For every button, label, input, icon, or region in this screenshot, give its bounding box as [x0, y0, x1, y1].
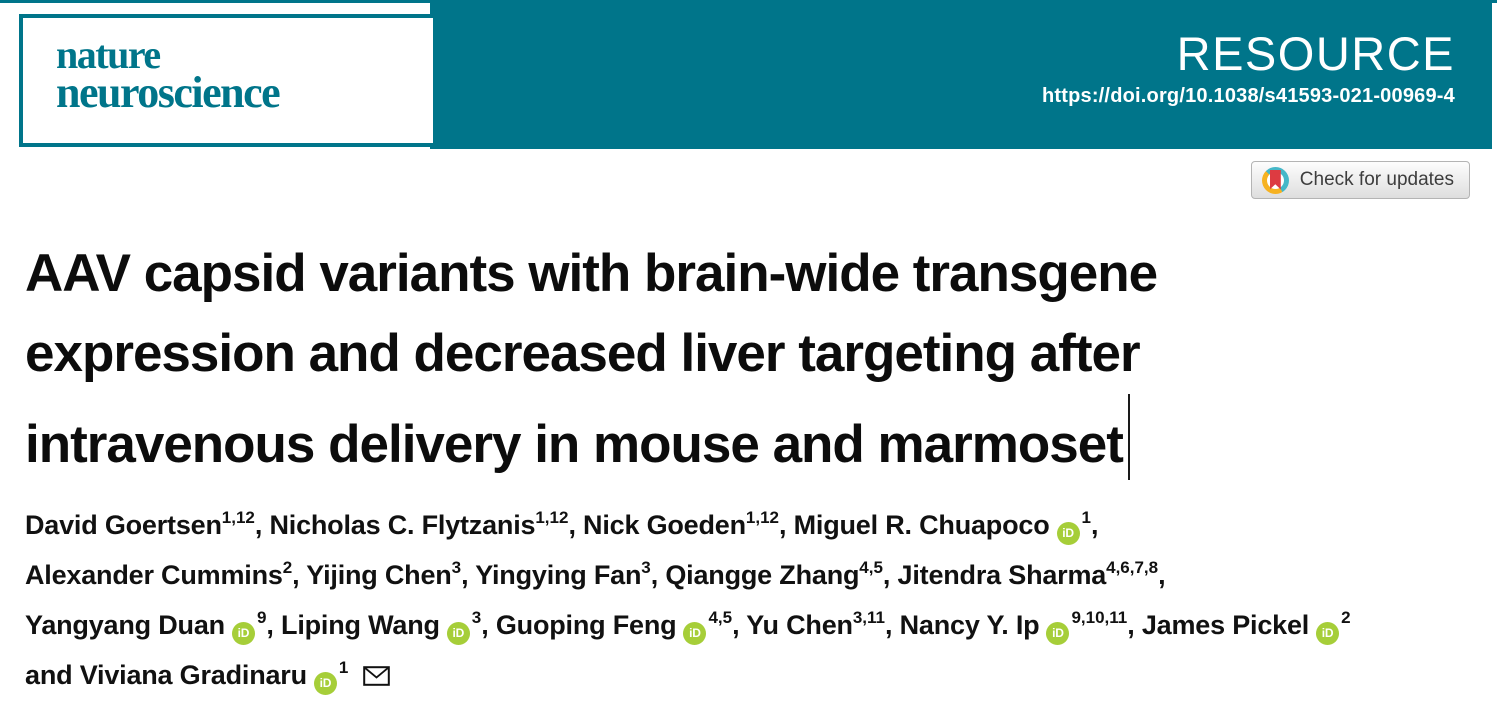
author-separator: ,	[461, 560, 476, 590]
author-separator: ,	[481, 610, 496, 640]
affiliation-superscript: 3	[641, 558, 651, 577]
author-separator: ,	[292, 560, 307, 590]
author-line: David Goertsen1,12, Nicholas C. Flytzani…	[25, 500, 1351, 550]
author-separator: ,	[779, 510, 794, 540]
affiliation-superscript: 9,10,11	[1071, 608, 1128, 627]
author-line: Alexander Cummins2, Yijing Chen3, Yingyi…	[25, 550, 1351, 600]
author-name: Alexander Cummins	[25, 560, 283, 590]
orcid-icon[interactable]: iD	[1046, 621, 1070, 645]
author-name: Nick Goeden	[583, 510, 746, 540]
orcid-icon[interactable]: iD	[231, 621, 255, 645]
doi-link[interactable]: https://doi.org/10.1038/s41593-021-00969…	[1041, 84, 1455, 107]
author-separator: ,	[650, 560, 666, 590]
affiliation-superscript: 3,11	[852, 608, 885, 627]
affiliation-superscript: 2	[1341, 608, 1351, 627]
article-title: AAV capsid variants with brain-wide tran…	[25, 234, 1158, 485]
author-separator: ,	[732, 610, 747, 640]
orcid-icon[interactable]: iD	[313, 671, 337, 695]
affiliation-superscript: 3	[471, 608, 482, 627]
affiliation-superscript: 1	[338, 658, 349, 677]
affiliation-superscript: 9	[256, 608, 267, 627]
author-name: Nicholas C. Flytzanis	[269, 510, 536, 540]
author-name: Yingying Fan	[475, 560, 642, 590]
author-separator: ,	[1127, 610, 1142, 640]
author-line: and Viviana Gradinaru iD1	[25, 650, 1351, 700]
journal-logo: nature neuroscience	[19, 14, 437, 147]
check-for-updates-label: Check for updates	[1299, 169, 1454, 190]
affiliation-superscript: 4,5	[708, 608, 733, 627]
orcid-icon[interactable]: iD	[683, 621, 707, 645]
author-name: Miguel R. Chuapoco	[793, 510, 1050, 540]
journal-logo-line1: nature	[56, 32, 161, 77]
journal-banner: RESOURCE https://doi.org/10.1038/s41593-…	[430, 0, 1492, 149]
author-name: Guoping Feng	[495, 610, 677, 640]
orcid-icon[interactable]: iD	[1056, 521, 1080, 545]
affiliation-superscript: 4,6,7,8	[1106, 558, 1159, 577]
affiliation-superscript: 1,12	[535, 508, 569, 527]
author-separator: ,	[882, 560, 898, 590]
author-separator: ,	[568, 510, 584, 540]
author-separator: ,	[1158, 560, 1166, 590]
check-for-updates-button[interactable]: Check for updates	[1250, 161, 1470, 199]
affiliation-superscript: 2	[282, 558, 293, 577]
author-name: Yangyang Duan	[25, 610, 225, 640]
orcid-icon[interactable]: iD	[1316, 621, 1340, 645]
article-title-line: AAV capsid variants with brain-wide tran…	[25, 244, 1158, 303]
article-title-line: intravenous delivery in mouse and marmos…	[25, 394, 1157, 485]
orcid-icon[interactable]: iD	[446, 621, 470, 645]
article-title-line: expression and decreased liver targeting…	[25, 324, 1141, 383]
journal-logo-line2: neuroscience	[56, 68, 281, 117]
author-separator: ,	[266, 610, 282, 640]
author-separator: ,	[884, 610, 900, 640]
author-name: Jitendra Sharma	[897, 560, 1107, 590]
author-name: James Pickel	[1141, 610, 1310, 640]
author-name: David Goertsen	[25, 510, 222, 540]
email-corresponding-author-icon[interactable]	[362, 666, 390, 686]
author-name: Qiangge Zhang	[665, 560, 860, 590]
affiliation-superscript: 4,5	[859, 558, 883, 577]
affiliation-superscript: 1	[1081, 508, 1091, 527]
affiliation-superscript: 1,12	[745, 508, 779, 527]
affiliation-superscript: 1,12	[221, 508, 255, 527]
author-name: Yu Chen	[746, 610, 853, 640]
text-cursor	[1127, 394, 1130, 480]
author-line: Yangyang Duan iD9, Liping Wang iD3, Guopin…	[25, 600, 1351, 650]
author-name: Liping Wang	[281, 610, 440, 640]
author-name: and Viviana Gradinaru	[25, 660, 307, 690]
author-separator: ,	[1090, 510, 1099, 540]
author-name: Yijing Chen	[306, 560, 452, 590]
author-separator: ,	[254, 510, 270, 540]
article-type-label: RESOURCE	[1176, 27, 1455, 80]
crossmark-icon	[1261, 166, 1289, 194]
affiliation-superscript: 3	[451, 558, 462, 577]
author-list: David Goertsen1,12, Nicholas C. Flytzani…	[25, 500, 1351, 700]
author-name: Nancy Y. Ip	[899, 610, 1040, 640]
